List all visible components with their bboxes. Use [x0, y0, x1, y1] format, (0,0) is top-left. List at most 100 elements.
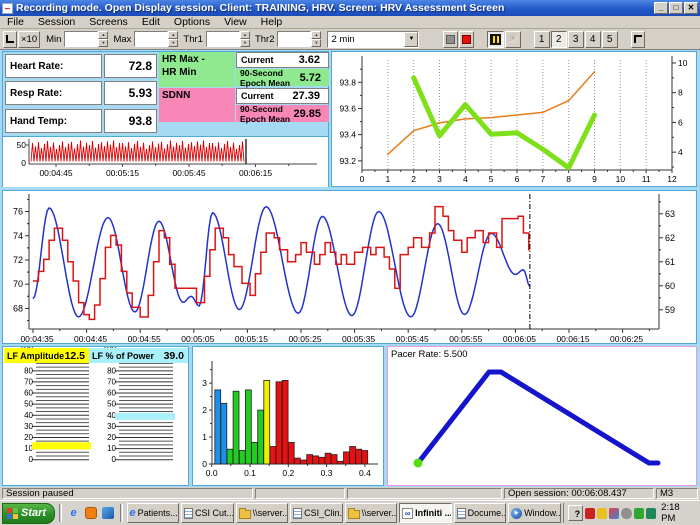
screen-4-button[interactable]: 4 — [584, 30, 601, 48]
record-button[interactable] — [459, 30, 475, 48]
menu-options[interactable]: Options — [173, 16, 211, 28]
svg-text:00:05:35: 00:05:35 — [342, 334, 375, 343]
quick-launch-clock-icon[interactable] — [83, 505, 98, 521]
svg-text:63: 63 — [665, 209, 675, 219]
layout-button[interactable] — [630, 30, 645, 48]
resp-rate-label: Resp Rate: — [5, 81, 102, 105]
screen-2-button[interactable]: 2 — [550, 30, 567, 48]
task-server-1[interactable]: \\server... — [235, 503, 289, 523]
svg-text:68: 68 — [13, 303, 23, 313]
sdnn-block-label: SDNN — [159, 88, 235, 122]
spinner-up-icon[interactable]: ▲ — [311, 31, 322, 39]
toolbar: ×10 Min ▲ ▼ Max ▲ ▼ Thr1 ▲ ▼ Thr2 ▲ ▼ 2 min ▼… — [0, 29, 700, 50]
max-spinner[interactable]: ▲ ▼ — [134, 31, 179, 47]
spinner-up-icon[interactable]: ▲ — [239, 31, 250, 39]
display-icon[interactable] — [609, 507, 620, 519]
svg-text:74: 74 — [13, 231, 23, 241]
sdnn-epoch-label: 90-Second Epoch Mean — [240, 103, 291, 124]
app-icon: ∽ — [2, 2, 13, 14]
task-server-2[interactable]: \\server... — [344, 503, 398, 523]
start-button[interactable]: Start — [2, 502, 56, 524]
menu-session[interactable]: Session — [37, 16, 76, 28]
maximize-button[interactable]: □ — [669, 2, 683, 14]
svg-text:3: 3 — [202, 378, 207, 388]
minimize-button[interactable]: _ — [654, 2, 668, 14]
ati-icon[interactable] — [584, 507, 595, 519]
screen-3-button[interactable]: 3 — [567, 30, 584, 48]
axes-scale-button[interactable] — [3, 30, 17, 48]
menu-edit[interactable]: Edit — [141, 16, 160, 28]
svg-text:40: 40 — [107, 411, 116, 420]
task-media-player[interactable]: ▶ Window... — [508, 503, 561, 523]
settings-button[interactable]: ✳ — [505, 30, 521, 48]
pause-button[interactable] — [487, 30, 505, 48]
svg-text:00:04:45: 00:04:45 — [39, 168, 72, 178]
spinner-up-icon[interactable]: ▲ — [168, 31, 179, 39]
spinner-down-icon[interactable]: ▼ — [311, 39, 322, 47]
svg-text:30: 30 — [24, 422, 33, 431]
task-csi-cut[interactable]: CSI Cut... — [181, 503, 234, 523]
quick-launch-ie-icon[interactable]: e — [70, 507, 77, 519]
task-infiniti[interactable]: ∞ Infiniti ... — [399, 503, 452, 523]
svg-text:00:05:25: 00:05:25 — [288, 334, 321, 343]
network-icon[interactable] — [645, 507, 657, 519]
th1-label: Thr1 — [183, 33, 203, 45]
x10-button[interactable]: ×10 — [18, 30, 41, 48]
chevron-down-icon[interactable]: ▼ — [404, 31, 419, 47]
strip-chart-svg: 50 0 00:04:45 00:05:15 00:05:45 00:06:15 — [17, 139, 317, 178]
device-icon[interactable] — [621, 507, 632, 519]
volume-icon[interactable] — [596, 507, 608, 519]
document-icon — [456, 507, 466, 519]
task-csi-clin[interactable]: CSI_Clin... — [290, 503, 343, 523]
document-icon — [184, 507, 194, 519]
svg-text:10: 10 — [24, 444, 33, 453]
status-message: Session paused — [2, 488, 253, 499]
spinner-down-icon[interactable]: ▼ — [239, 39, 250, 47]
menu-view[interactable]: View — [224, 16, 247, 28]
menu-file[interactable]: File — [7, 16, 24, 28]
sdnn-current-value: 27.39 — [292, 90, 320, 102]
svg-text:00:04:35: 00:04:35 — [20, 334, 53, 343]
screen-1-button[interactable]: 1 — [533, 30, 550, 48]
quick-launch-explorer-icon[interactable] — [100, 505, 115, 521]
svg-text:80: 80 — [24, 366, 33, 375]
hr-range-block-label: HR Max - HR Min — [159, 52, 235, 87]
svg-text:50: 50 — [107, 400, 116, 409]
stats-panel: Heart Rate: 72.8 Resp Rate: 5.93 Hand Te… — [2, 51, 329, 187]
pacer-rate-label: Pacer Rate: 5.500 — [391, 349, 468, 360]
th2-label: Thr2 — [254, 33, 275, 45]
layout-icon — [633, 35, 642, 43]
close-button[interactable]: ✕ — [684, 2, 698, 14]
windows-flag-icon — [7, 507, 18, 519]
stop-button[interactable] — [443, 30, 459, 48]
task-document[interactable]: Docume... — [453, 503, 507, 523]
menu-screens[interactable]: Screens — [89, 16, 128, 28]
interval-select[interactable]: 2 min ▼ — [327, 30, 420, 48]
svg-text:62: 62 — [665, 233, 675, 243]
media-player-icon: ▶ — [511, 507, 523, 519]
task-patients[interactable]: e Patients... — [126, 503, 180, 523]
status-cell-2 — [255, 488, 345, 499]
spinner-up-icon[interactable]: ▲ — [98, 31, 109, 39]
min-spinner[interactable]: ▲ ▼ — [64, 31, 109, 47]
hand-temp-label: Hand Temp: — [5, 109, 102, 133]
hr-current-row: Current 3.62 — [236, 52, 329, 68]
pacer-panel: Pacer Rate: 5.500 — [387, 346, 697, 486]
shield-icon[interactable] — [633, 507, 644, 519]
screen-5-button[interactable]: 5 — [601, 30, 618, 48]
help-button[interactable]: ? — [567, 505, 583, 521]
sdnn-epoch-row: 90-Second Epoch Mean 29.85 — [236, 103, 329, 124]
svg-text:60: 60 — [107, 389, 116, 398]
svg-text:93.4: 93.4 — [339, 130, 356, 140]
spinner-down-icon[interactable]: ▼ — [168, 39, 179, 47]
svg-text:00:06:15: 00:06:15 — [239, 168, 272, 178]
spinner-down-icon[interactable]: ▼ — [98, 39, 109, 47]
svg-text:00:05:45: 00:05:45 — [172, 168, 205, 178]
th2-spinner[interactable]: ▲ ▼ — [277, 31, 322, 47]
menu-help[interactable]: Help — [260, 16, 283, 28]
svg-text:20: 20 — [107, 433, 116, 442]
taskbar-clock: 2:18 PM — [661, 502, 680, 524]
svg-text:2: 2 — [202, 405, 207, 415]
svg-text:0: 0 — [21, 158, 26, 168]
th1-spinner[interactable]: ▲ ▼ — [205, 31, 250, 47]
